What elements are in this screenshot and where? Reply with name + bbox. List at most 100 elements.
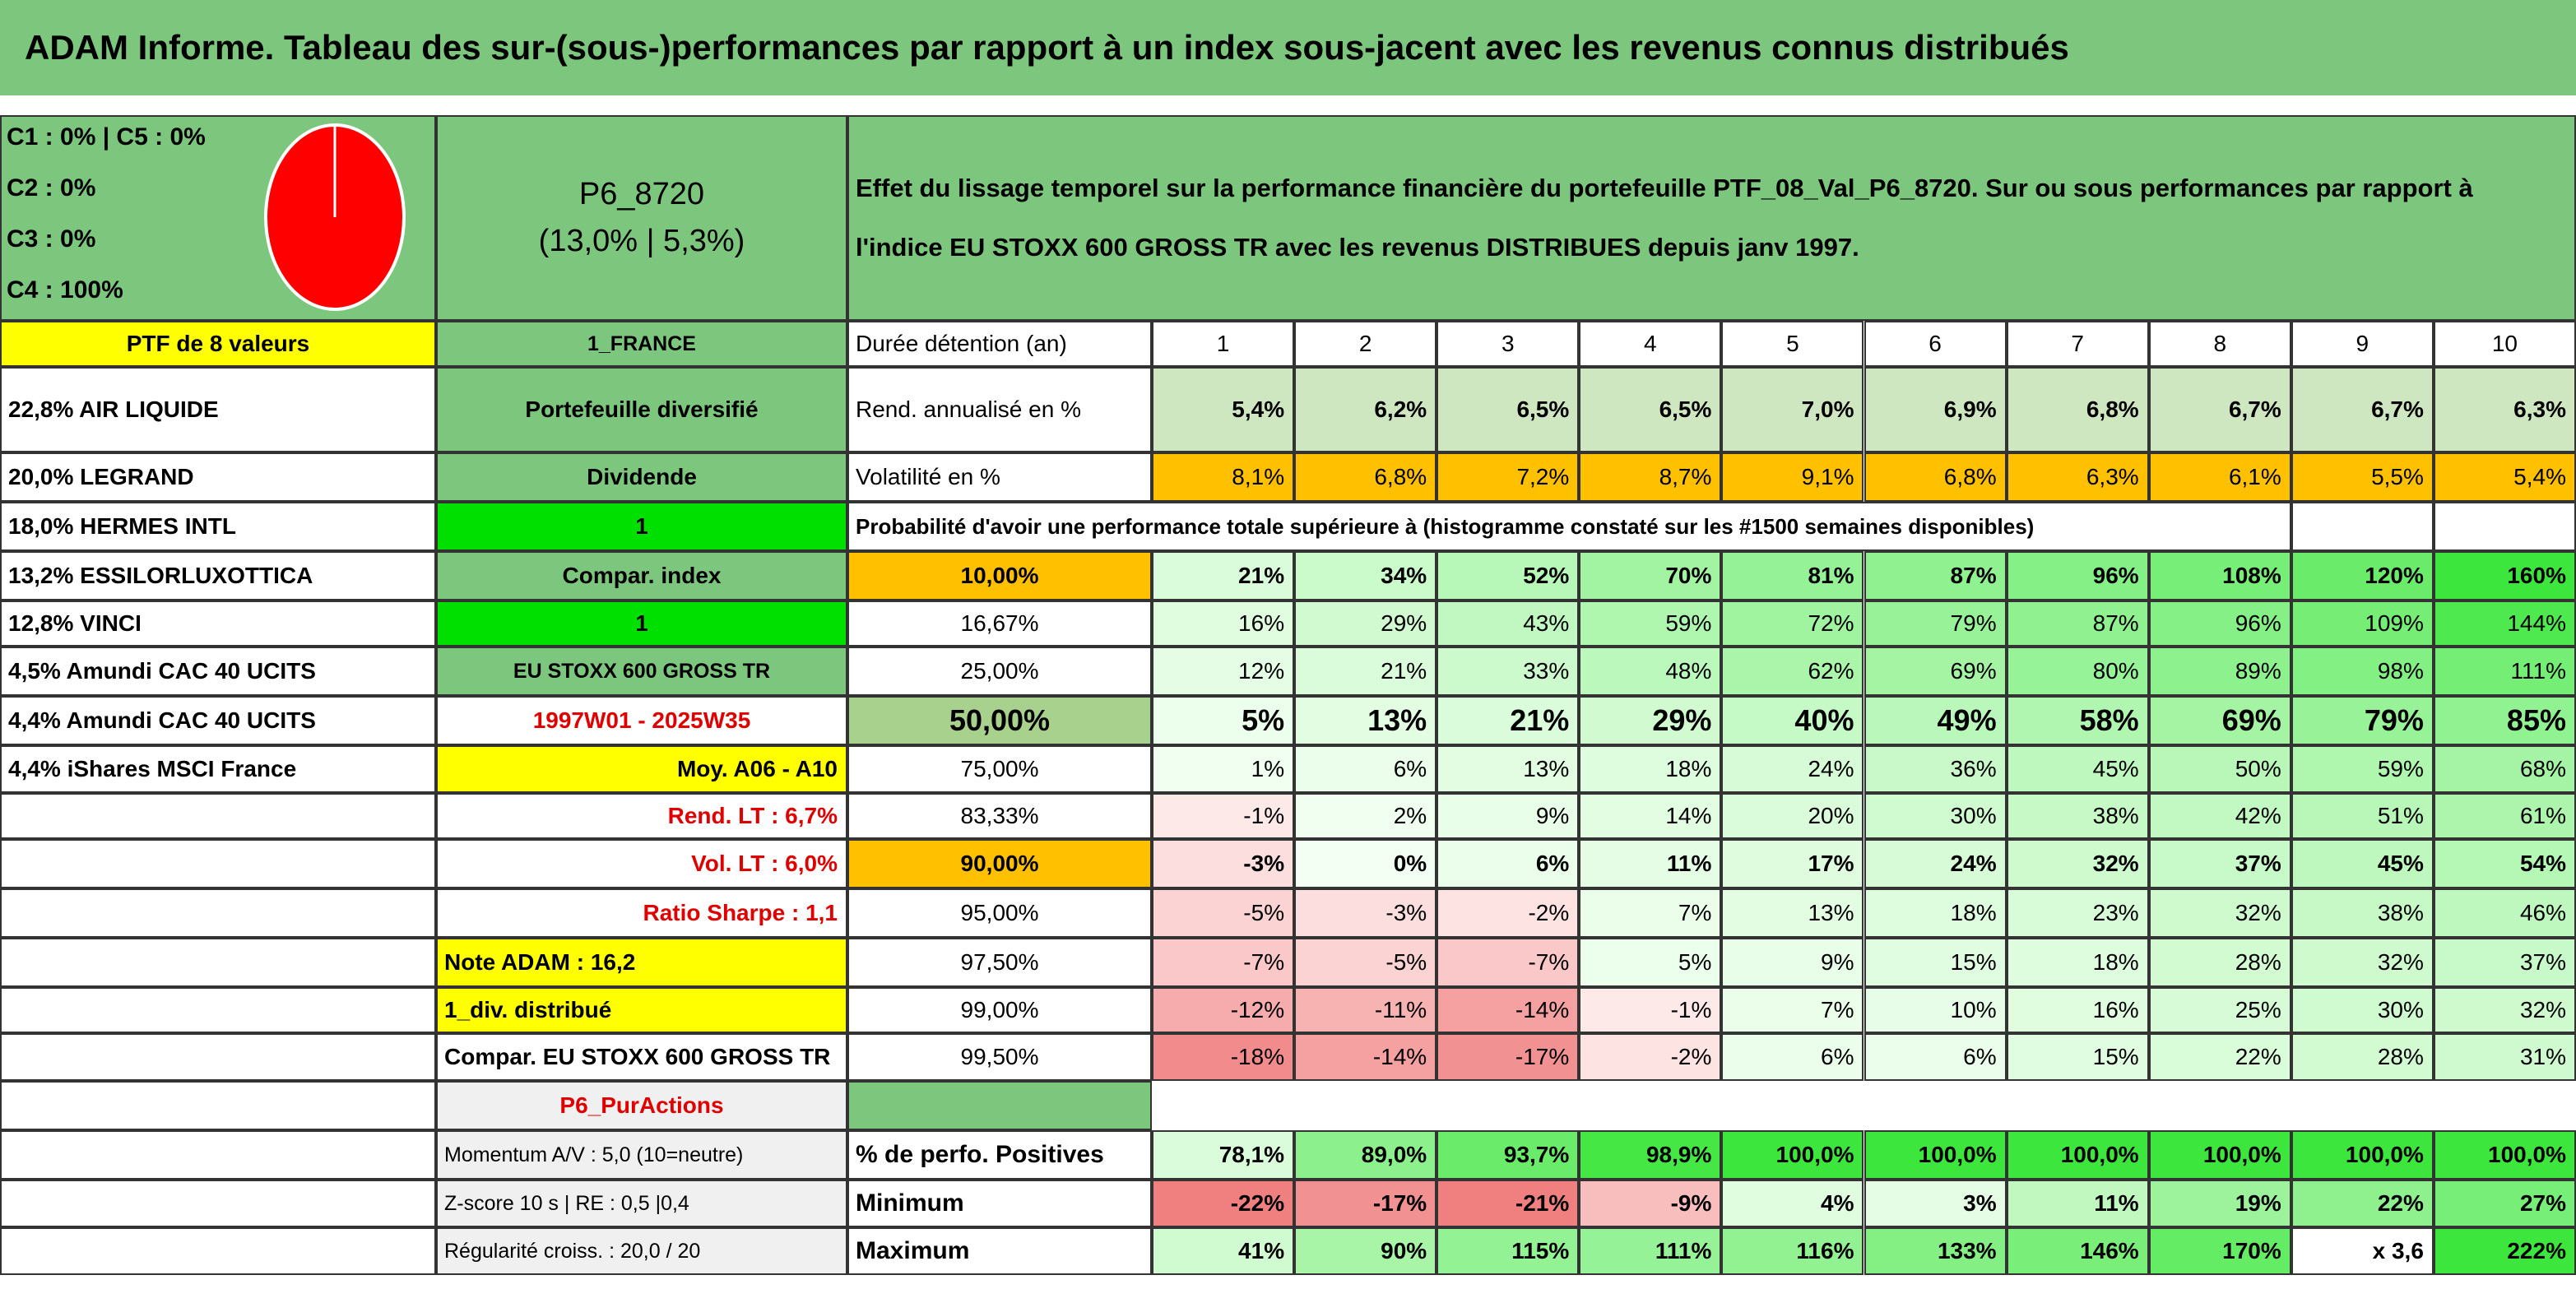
summary-value: x 3,6 [2291, 1227, 2434, 1275]
empty-cell [0, 1180, 436, 1227]
row-label: % de perfo. Positives [847, 1130, 1152, 1180]
threshold: 99,50% [847, 1033, 1152, 1081]
metric-value: 8,7% [1579, 452, 1722, 502]
metric-value: 9,1% [1721, 452, 1864, 502]
probability-value: 7% [1721, 987, 1864, 1033]
probability-value: 13% [1721, 888, 1864, 938]
probability-value: 72% [1721, 600, 1864, 647]
metric-value: 6,5% [1579, 367, 1722, 452]
summary-value: 100,0% [2148, 1130, 2291, 1180]
probability-value: 50% [2148, 745, 2291, 793]
probability-value: 32% [2291, 938, 2434, 987]
probability-value: 11% [1579, 839, 1722, 888]
probability-value: 58% [2006, 696, 2149, 745]
probability-value: 16% [2006, 987, 2149, 1033]
probability-value: 59% [1579, 600, 1722, 647]
probability-value: 81% [1721, 551, 1864, 600]
year-header: 2 [1294, 321, 1437, 367]
holding: 20,0% LEGRAND [0, 452, 436, 502]
probability-value: 38% [2006, 793, 2149, 839]
setting: Vol. LT : 6,0% [436, 839, 847, 888]
probability-value: 18% [1864, 888, 2007, 938]
probability-value: -14% [1437, 987, 1580, 1033]
threshold: 25,00% [847, 647, 1152, 696]
setting: 1_div. distribué [436, 987, 847, 1033]
metric-value: 6,7% [2148, 367, 2291, 452]
setting: Ratio Sharpe : 1,1 [436, 888, 847, 938]
summary-value: 89,0% [1294, 1130, 1437, 1180]
metric-value: 8,1% [1152, 452, 1295, 502]
description: Effet du lissage temporel sur la perform… [847, 115, 2576, 321]
holdings-title: PTF de 8 valeurs [0, 321, 436, 367]
probability-value: 15% [1864, 938, 2007, 987]
row-label: Maximum [847, 1227, 1152, 1275]
metric-value: 6,2% [1294, 367, 1437, 452]
probability-value: 9% [1721, 938, 1864, 987]
year-header: 7 [2006, 321, 2149, 367]
probability-value: -2% [1579, 1033, 1722, 1081]
empty-cell [0, 1081, 436, 1130]
summary-value: 100,0% [2433, 1130, 2576, 1180]
threshold: 75,00% [847, 745, 1152, 793]
probability-value: 0% [1294, 839, 1437, 888]
probability-value: 6% [1864, 1033, 2007, 1081]
probability-value: 32% [2006, 839, 2149, 888]
summary-value: 78,1% [1152, 1130, 1295, 1180]
probability-value: 17% [1721, 839, 1864, 888]
probability-value: 38% [2291, 888, 2434, 938]
probability-value: -3% [1294, 888, 1437, 938]
probability-value: 28% [2291, 1033, 2434, 1081]
portfolio-stats: (13,0% | 5,3%) [538, 224, 745, 258]
probability-value: -3% [1152, 839, 1295, 888]
probability-value: 59% [2291, 745, 2434, 793]
probability-value: -11% [1294, 987, 1437, 1033]
holding: 22,8% AIR LIQUIDE [0, 367, 436, 452]
probability-value: 18% [1579, 745, 1722, 793]
probability-value: 6% [1721, 1033, 1864, 1081]
probability-value: -5% [1152, 888, 1295, 938]
holding: 13,2% ESSILORLUXOTTICA [0, 551, 436, 600]
probability-value: 15% [2006, 1033, 2149, 1081]
year-header: 6 [1864, 321, 2007, 367]
year-header: 4 [1579, 321, 1722, 367]
probability-value: 61% [2433, 793, 2576, 839]
probability-value: 98% [2291, 647, 2434, 696]
probability-value: 62% [1721, 647, 1864, 696]
setting: Régularité croiss. : 20,0 / 20 [436, 1227, 847, 1275]
probability-value: 109% [2291, 600, 2434, 647]
probability-value: 42% [2148, 793, 2291, 839]
summary-value: 170% [2148, 1227, 2291, 1275]
probability-value: 160% [2433, 551, 2576, 600]
probability-value: 45% [2006, 745, 2149, 793]
probability-value: 36% [1864, 745, 2007, 793]
probability-value: 7% [1579, 888, 1722, 938]
probability-value: 45% [2291, 839, 2434, 888]
metric-value: 7,2% [1437, 452, 1580, 502]
summary-value: -22% [1152, 1180, 1295, 1227]
holding: 12,8% VINCI [0, 600, 436, 647]
empty-cell [0, 1130, 436, 1180]
empty-cell [0, 793, 436, 839]
probability-value: 79% [2291, 696, 2434, 745]
threshold: 50,00% [847, 696, 1152, 745]
probability-value: 96% [2148, 600, 2291, 647]
class-summary: C1 : 0% | C5 : 0% C2 : 0% C3 : 0% C4 : 100% [0, 115, 436, 321]
probability-value: 68% [2433, 745, 2576, 793]
probability-value: 32% [2148, 888, 2291, 938]
probability-value: 23% [2006, 888, 2149, 938]
summary-value: 115% [1437, 1227, 1580, 1275]
probability-value: 30% [2291, 987, 2434, 1033]
summary-value: 3% [1864, 1180, 2007, 1227]
probability-value: 49% [1864, 696, 2007, 745]
summary-value: -21% [1437, 1180, 1580, 1227]
summary-value: 133% [1864, 1227, 2007, 1275]
metric-value: 6,8% [1294, 452, 1437, 502]
probability-value: 108% [2148, 551, 2291, 600]
probability-value: 12% [1152, 647, 1295, 696]
empty-cell [0, 839, 436, 888]
holding: 4,5% Amundi CAC 40 UCITS [0, 647, 436, 696]
summary-value: 11% [2006, 1180, 2149, 1227]
class-line: C4 : 100% [7, 276, 123, 304]
probability-value: -2% [1437, 888, 1580, 938]
probability-value: 33% [1437, 647, 1580, 696]
